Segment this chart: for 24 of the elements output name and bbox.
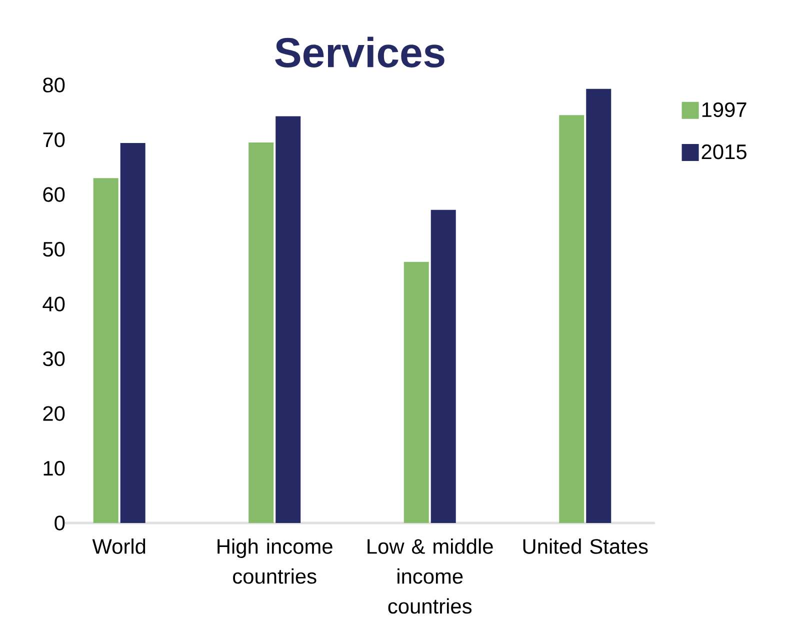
x-tick-label: United States bbox=[523, 538, 648, 554]
y-tick-label: 20 bbox=[43, 406, 65, 421]
y-tick-label: 30 bbox=[43, 351, 65, 366]
x-tick-label: World bbox=[92, 538, 146, 554]
y-tick-label: 50 bbox=[43, 242, 65, 257]
y-tick-label: 40 bbox=[42, 296, 65, 312]
y-tick-label: 10 bbox=[44, 460, 65, 476]
bar bbox=[120, 143, 146, 524]
bar bbox=[559, 115, 584, 524]
legend-label: 2015 bbox=[702, 144, 746, 160]
y-tick-label: 70 bbox=[43, 132, 65, 148]
x-tick-label: Low & middle income countries bbox=[368, 538, 493, 614]
chart-title: Services bbox=[275, 36, 444, 68]
bar bbox=[276, 116, 301, 524]
y-tick-label: 60 bbox=[43, 187, 65, 202]
bar bbox=[586, 88, 612, 524]
y-tick-label: 0 bbox=[54, 516, 65, 530]
bar bbox=[404, 262, 429, 524]
bar bbox=[430, 210, 456, 524]
x-tick-label: High income countries bbox=[218, 538, 332, 584]
bar bbox=[93, 178, 118, 524]
y-tick-label: 80 bbox=[43, 78, 65, 92]
bar bbox=[248, 142, 274, 524]
legend-label: 1997 bbox=[702, 102, 746, 118]
